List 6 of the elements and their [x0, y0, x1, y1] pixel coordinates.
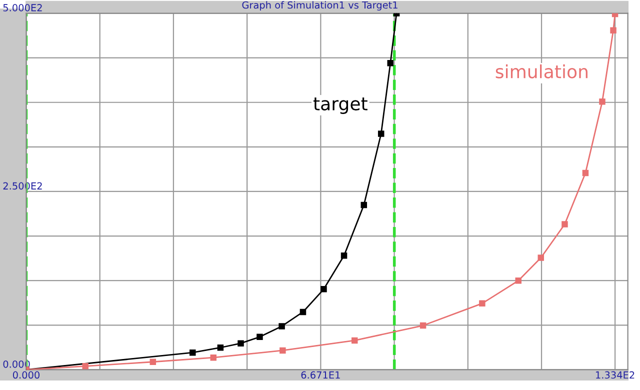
x-tick-label: 1.334E2: [596, 371, 634, 379]
x-tick-label: 6.671E1: [301, 371, 340, 379]
chart-title: Graph of Simulation1 vs Target1: [242, 1, 398, 11]
y-tick-label: 5.000E2: [3, 4, 42, 12]
series-label: target: [313, 98, 368, 114]
series-label: simulation: [496, 64, 588, 78]
